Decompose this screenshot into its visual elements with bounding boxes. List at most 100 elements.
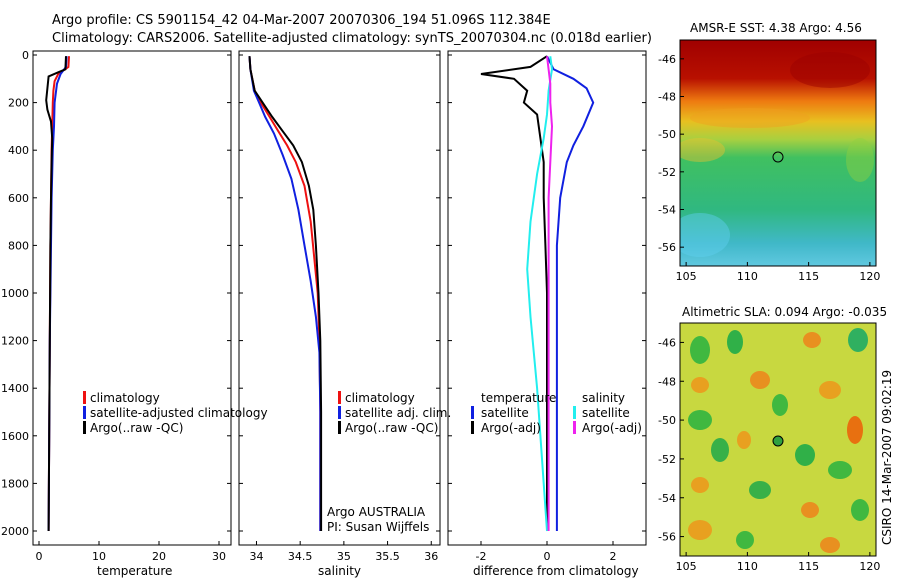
sst-patch [680,213,730,257]
sla_map-xtick-label: 120 [859,560,880,573]
sla-map-title: Altimetric SLA: 0.094 Argo: -0.035 [682,305,887,319]
sst-texture [680,52,874,257]
sst-map [680,40,876,266]
sst_map-xtick-label: 120 [859,270,880,283]
sst_map-ytick-label: -56 [658,241,676,254]
sla_map-ytick-label: -46 [658,336,676,349]
legend-climatology-label: climatology [90,391,160,405]
temperature-series-argo-raw-qc- [45,56,67,532]
sla-blob [803,332,821,348]
sla-blob [801,502,819,518]
difference-series-temperature-argo-adj- [480,55,548,531]
sla_map-ytick-label: -50 [658,414,676,427]
legend-temp-satellite-label: satellite [481,406,529,420]
salinity-xtick-label: 35.5 [375,550,400,563]
sst_map-ytick-label: -50 [658,128,676,141]
depth-tick-label: 200 [8,97,29,110]
difference-xtick-label: 2 [610,550,617,563]
sla_map-xtick-label: 105 [676,560,697,573]
sst-map-ticks: 105 110 115 120 -46 -48 -50 -52 -54 -56 [658,53,880,283]
sla-blob [820,537,840,553]
difference-series-temperature-satellite [546,55,595,531]
depth-tick-label: 1200 [1,335,29,348]
legend-climatology-swatch [338,391,341,404]
depth-tick-label: 400 [8,144,29,157]
depth-tick-label: 1400 [1,382,29,395]
salinity-panel [238,50,441,546]
sla-blob [749,481,771,499]
sla-blob [727,330,743,354]
sla-blobs [688,328,869,553]
salinity-xlabel: salinity [318,564,361,578]
tick-marks: 0 10 20 30 34 34.5 35 35.5 36 -2 0 2 [33,54,646,563]
sla-blob [819,381,841,399]
sla-blob [737,431,751,449]
depth-tick-label: 1800 [1,477,29,490]
legend-sal-satellite-label: satellite [582,406,630,420]
salinity-series-satellite-adj-clim- [248,56,322,531]
sst-map-title: AMSR-E SST: 4.38 Argo: 4.56 [690,21,862,35]
legend-satellite-adj-swatch [338,406,341,419]
temperature-legend: climatology satellite-adjusted climatolo… [83,391,268,435]
profile-series [45,55,595,532]
sla_map-xtick-label: 110 [737,560,758,573]
legend-climatology-label: climatology [345,391,415,405]
sla-blob [711,438,729,462]
temperature-xtick-label: 20 [152,550,166,563]
sla-map-ticks: 105 110 115 120 -46 -48 -50 -52 -54 -56 [658,336,880,573]
legend-sal-satellite-swatch [573,406,576,419]
pi-label: PI: Susan Wijffels [327,520,429,534]
salinity-series-argo-raw-qc- [248,56,323,531]
difference-series-salinity-satellite [526,56,554,532]
sst_map-ytick-label: -46 [658,53,676,66]
difference-series-salinity-argo-adj- [546,56,554,531]
sla-blob [851,499,869,521]
difference-xtick-label: 0 [544,550,551,563]
sla-blob [690,336,710,364]
sla_map-xtick-label: 115 [798,560,819,573]
sla-blob [848,328,868,352]
temperature-xlabel: temperature [97,564,172,578]
sla-blob [847,416,863,444]
sst-map-frame [679,39,877,267]
sst_map-ytick-label: -54 [658,204,676,217]
sla-blob [772,394,788,416]
sla_map-ytick-label: -48 [658,375,676,388]
temperature-panel [32,50,232,546]
sla-blob [688,520,712,540]
sst_map-xtick-label: 110 [737,270,758,283]
legend-temp-argo-label: Argo(-adj) [481,421,541,435]
sla_map-ytick-label: -52 [658,453,676,466]
depth-tick-labels: 0 200 400 600 800 1000 1200 1400 1600 1800 2000 [1,49,29,538]
salinity-xtick-label: 34.5 [288,550,313,563]
sla-blob [795,444,815,466]
depth-tick-label: 800 [8,239,29,252]
difference-legend: temperature salinity satellite Argo(-adj… [471,391,642,435]
legend-temp-argo-swatch [471,421,474,434]
legend-argo-label: Argo(..raw -QC) [345,421,438,435]
sst-patch [680,138,725,162]
temperature-xtick-label: 0 [36,550,43,563]
salinity-series-climatology [248,56,322,531]
salinity-xtick-label: 36 [424,550,438,563]
depth-tick-label: 2000 [1,525,29,538]
legend-argo-swatch [338,421,341,434]
sst-patch [846,138,874,182]
depth-tick-label: 1000 [1,287,29,300]
legend-satellite-adjusted-swatch [83,406,86,419]
argo-australia-label: Argo AUSTRALIA [327,505,426,519]
figure-title-line1: Argo profile: CS 5901154_42 04-Mar-2007 … [52,13,551,28]
legend-temp-satellite-swatch [471,406,474,419]
legend-sal-argo-swatch [573,421,576,434]
sst-argo-marker [772,151,784,163]
sst-patch [690,108,810,128]
sla-blob [750,371,770,389]
temperature-xtick-label: 30 [212,550,226,563]
sla-blob [691,377,709,393]
salinity-legend: climatology satellite adj. clim. Argo(..… [327,391,451,534]
sla-blob [691,477,709,493]
difference-xtick-label: -2 [476,550,487,563]
sla-blob [688,410,712,430]
temperature-xtick-label: 10 [92,550,106,563]
depth-tick-label: 600 [8,192,29,205]
